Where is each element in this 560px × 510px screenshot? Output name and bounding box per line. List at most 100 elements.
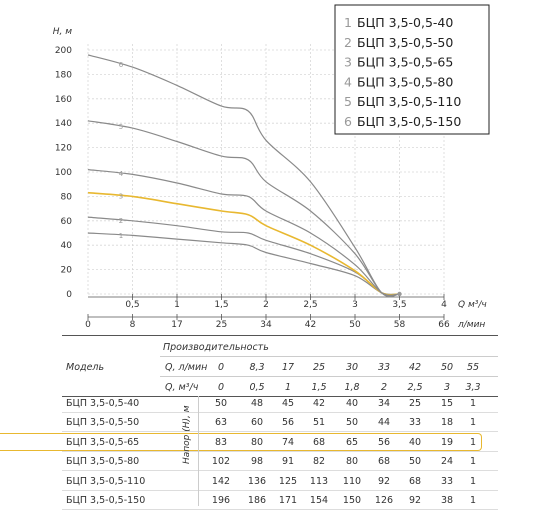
- x-tick-label-m3h: 2,5: [303, 300, 317, 310]
- x-axis-title-m3h: Q м³/ч: [458, 300, 487, 310]
- legend-number-2: 2: [344, 35, 352, 50]
- x-tick-label-m3h: 0,5: [125, 300, 139, 310]
- shutoff-point: [397, 291, 402, 297]
- curve-number-1: 1: [119, 232, 123, 240]
- y-tick-label: 80: [61, 192, 73, 202]
- table-row-model: БЦП 3,5-0,5-50: [66, 417, 140, 429]
- curve-number-4: 4: [119, 170, 124, 178]
- highlight-row-frame: [0, 432, 482, 451]
- table-row-value: 19: [440, 436, 454, 448]
- table-row-value: 68: [312, 436, 326, 448]
- x-axis-title-lmin: л/мин: [457, 320, 485, 330]
- table-row-value: 1: [469, 475, 477, 487]
- y-tick-label: 120: [55, 144, 72, 154]
- q-lmin-value: 55: [466, 362, 480, 373]
- legend-number-6: 6: [344, 114, 352, 129]
- table-row-value: 60: [250, 417, 264, 429]
- q-lmin-value: 42: [408, 362, 422, 373]
- q-lmin-value: 50: [440, 362, 454, 373]
- q-lmin-label: Q, л/мин: [165, 362, 208, 373]
- legend-label-6: БЦП 3,5-0,5-150: [357, 114, 461, 129]
- row-rule: [62, 470, 498, 472]
- x-tick-label-lmin: 17: [171, 320, 182, 330]
- q-lmin-value: 33: [377, 362, 391, 373]
- q-lmin-value: 30: [345, 362, 359, 373]
- legend-box: [334, 4, 490, 135]
- x-tick-label-lmin: 58: [394, 320, 406, 330]
- table-row-value: 56: [281, 417, 295, 429]
- x-tick-label-m3h: 1: [174, 300, 180, 310]
- q-lmin-value: 25: [312, 362, 326, 373]
- x-tick-label-lmin: 0: [85, 320, 91, 330]
- table-row-value: 92: [408, 495, 422, 506]
- table-row-value: 125: [278, 475, 298, 487]
- q-m3h-value: 3: [443, 382, 451, 393]
- table-row-value: 33: [440, 475, 454, 487]
- x-tick-label-m3h: 3,5: [392, 300, 406, 310]
- table-row-model: БЦП 3,5-0,5-150: [66, 495, 146, 506]
- y-tick-label: 60: [61, 217, 73, 227]
- q-lmin-value: 8,3: [249, 362, 265, 373]
- table-row-value: 171: [278, 495, 298, 506]
- table-row-value: 150: [342, 495, 362, 506]
- table-row-value: 50: [214, 398, 228, 409]
- head-label-separator: [198, 396, 199, 506]
- table-row-value: 136: [247, 475, 267, 487]
- table-row-value: 15: [440, 398, 454, 409]
- curve-2: [87, 216, 400, 296]
- table-row-value: 24: [440, 456, 454, 468]
- table-row-value: 186: [247, 495, 267, 506]
- table-row-value: 80: [250, 436, 264, 448]
- table-row-value: 50: [345, 417, 359, 429]
- table-row-value: 1: [469, 456, 477, 468]
- legend-label-5: БЦП 3,5-0,5-110: [357, 94, 461, 109]
- x-tick-label-lmin: 50: [349, 320, 361, 330]
- x-tick-label-lmin: 34: [260, 320, 272, 330]
- legend-number-1: 1: [344, 15, 352, 30]
- table-row-value: 56: [377, 436, 391, 448]
- table-row-model: БЦП 3,5-0,5-80: [66, 456, 140, 468]
- table-row-value: 40: [408, 436, 422, 448]
- q-m3h-value: 3,3: [465, 382, 481, 393]
- table-row-model: БЦП 3,5-0,5-40: [66, 398, 140, 409]
- q-lmin-value: 17: [281, 362, 295, 373]
- perf-header: Производительность: [163, 342, 269, 353]
- row-rule: [62, 412, 498, 413]
- table-row-value: 44: [377, 417, 391, 429]
- table-row-value: 80: [345, 456, 359, 468]
- x-tick-label-lmin: 66: [438, 320, 450, 330]
- table-row-value: 92: [377, 475, 391, 487]
- table-row-value: 110: [342, 475, 362, 487]
- table-row-value: 42: [312, 398, 326, 409]
- legend-number-4: 4: [344, 74, 352, 89]
- y-axis-title: Н, м: [53, 27, 72, 37]
- table-row-value: 51: [312, 417, 326, 429]
- table-row-value: 1: [469, 398, 477, 409]
- x-tick-label-m3h: 3: [352, 300, 358, 310]
- q-m3h-value: 1,8: [344, 382, 360, 393]
- curve-number-6: 6: [119, 61, 124, 69]
- y-tick-label: 180: [55, 70, 72, 80]
- curve-number-3: 3: [119, 192, 123, 200]
- table-row-value: 63: [214, 417, 228, 429]
- curve-4: [87, 169, 400, 296]
- table-row-value: 68: [408, 475, 422, 487]
- q-m3h-value: 0,5: [249, 382, 265, 393]
- table-row-value: 25: [408, 398, 422, 409]
- table-row-value: 68: [377, 456, 391, 468]
- y-tick-label: 160: [55, 95, 72, 105]
- row-rule: [62, 431, 498, 433]
- chart-legend: 1 БЦП 3,5-0,5-40 2 БЦП 3,5-0,5-50 3 БЦП 3,5-0…: [334, 4, 490, 135]
- legend-label-2: БЦП 3,5-0,5-50: [357, 35, 453, 50]
- table-row-value: 40: [345, 398, 359, 409]
- y-tick-label: 20: [61, 266, 73, 276]
- table-row-value: 74: [281, 436, 295, 448]
- legend-number-3: 3: [344, 55, 352, 70]
- curve-number-2: 2: [119, 217, 123, 225]
- table-row-value: 83: [214, 436, 228, 448]
- table-row-value: 18: [440, 417, 454, 429]
- x-tick-label-lmin: 25: [216, 320, 227, 330]
- table-row-value: 1: [469, 495, 477, 506]
- model-header: Модель: [66, 362, 105, 373]
